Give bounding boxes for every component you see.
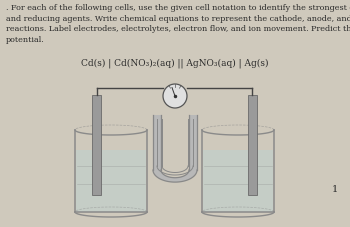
Circle shape (163, 84, 187, 108)
Text: . For each of the following cells, use the given cell notation to identify the s: . For each of the following cells, use t… (6, 4, 350, 44)
Bar (76, 150, 146, 212)
Polygon shape (153, 170, 197, 182)
Bar (153, 115, 161, 170)
Bar (248, 95, 257, 195)
Bar (92, 95, 101, 195)
Bar (189, 115, 197, 170)
Text: Cd(s) | Cd(NO₃)₂(aq) || AgNO₃(aq) | Ag(s): Cd(s) | Cd(NO₃)₂(aq) || AgNO₃(aq) | Ag(s… (81, 58, 269, 68)
Text: 1: 1 (332, 185, 338, 195)
Bar (203, 150, 273, 212)
